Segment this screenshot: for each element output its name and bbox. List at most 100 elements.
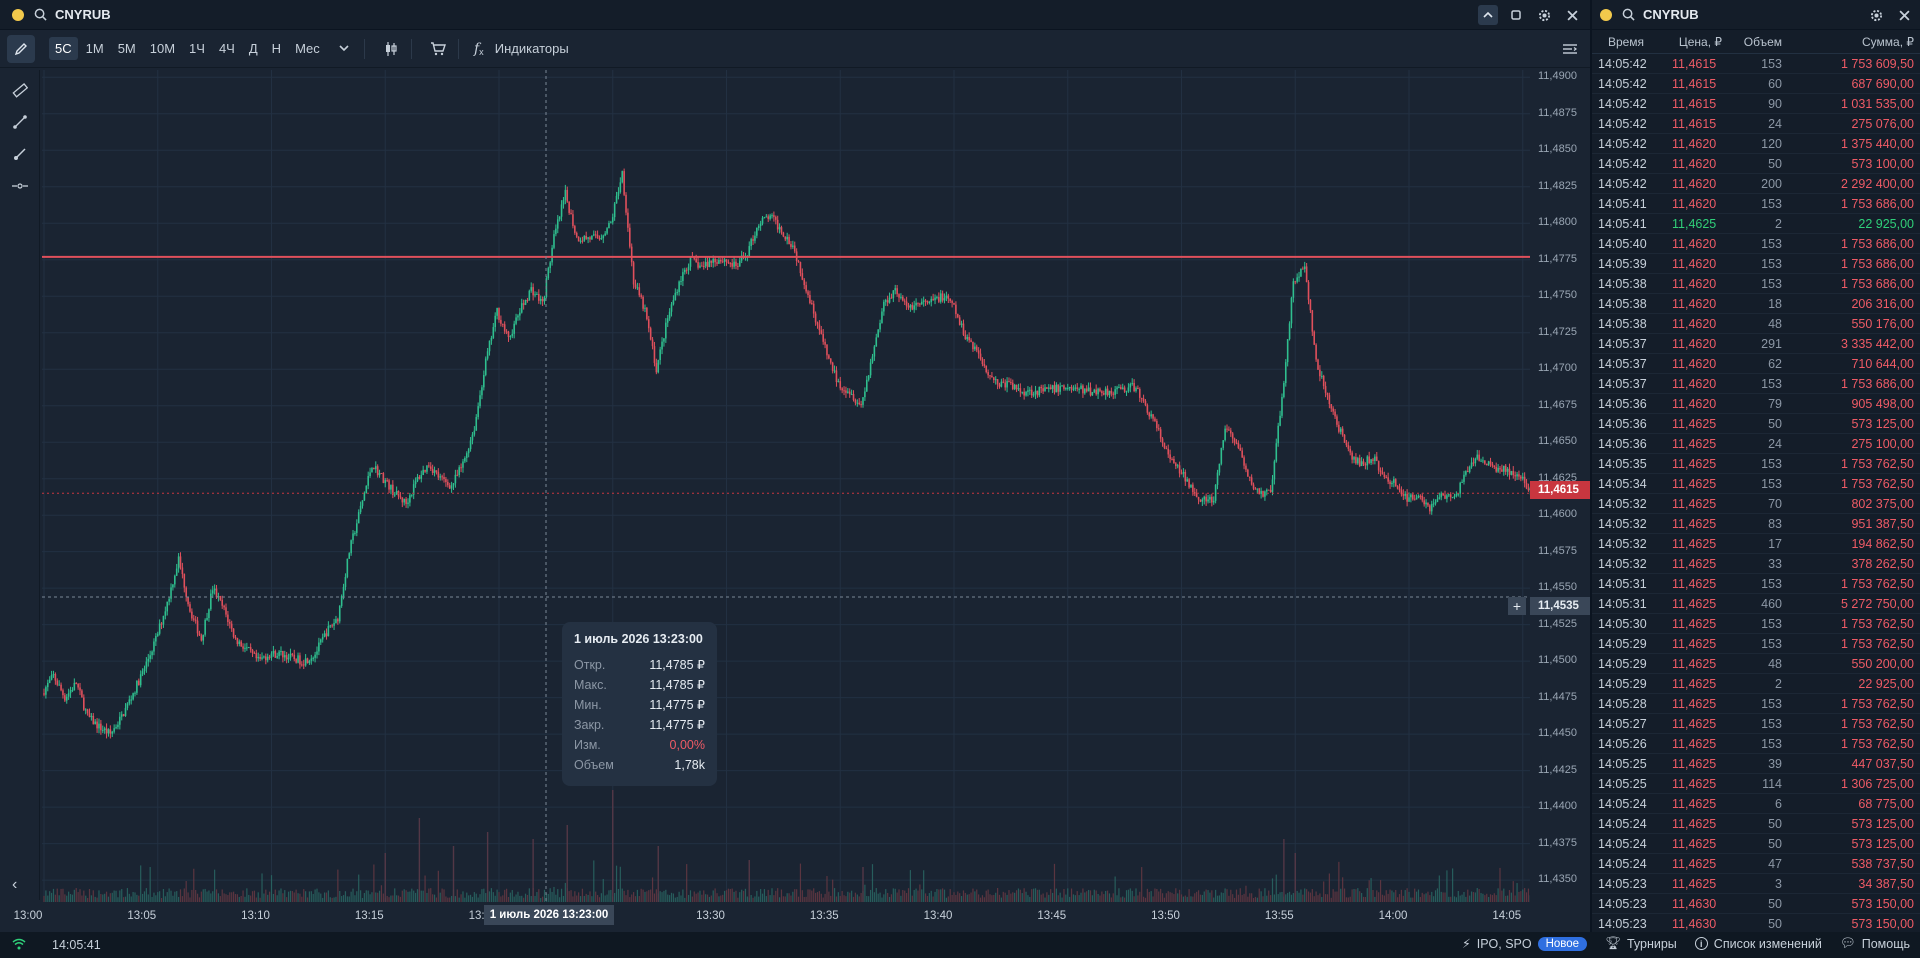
trade-row[interactable]: 14:05:37 11,4620 291 3 335 442,00 [1592,334,1920,354]
trade-row[interactable]: 14:05:37 11,4620 153 1 753 686,00 [1592,374,1920,394]
trade-row[interactable]: 14:05:24 11,4625 6 68 775,00 [1592,794,1920,814]
volume-bar [1506,895,1509,902]
trade-row[interactable]: 14:05:41 11,4620 153 1 753 686,00 [1592,194,1920,214]
trade-row[interactable]: 14:05:36 11,4625 50 573 125,00 [1592,414,1920,434]
trade-row[interactable]: 14:05:27 11,4625 153 1 753 762,50 [1592,714,1920,734]
trades-symbol-search[interactable]: CNYRUB [1622,7,1699,22]
trade-row[interactable]: 14:05:23 11,4630 50 573 150,00 [1592,894,1920,914]
price-chart[interactable] [42,70,1530,902]
price-tick: 11,4700 [1538,362,1577,375]
chevron-down-icon[interactable] [332,37,356,61]
pencil-icon[interactable] [7,34,35,63]
horizontal-line-icon[interactable] [0,170,40,202]
trade-row[interactable]: 14:05:42 11,4620 200 2 292 400,00 [1592,174,1920,194]
trade-row[interactable]: 14:05:37 11,4620 62 710 644,00 [1592,354,1920,374]
trade-row[interactable]: 14:05:36 11,4620 79 905 498,00 [1592,394,1920,414]
trade-row[interactable]: 14:05:25 11,4625 114 1 306 725,00 [1592,774,1920,794]
trade-row[interactable]: 14:05:40 11,4620 153 1 753 686,00 [1592,234,1920,254]
indicators-button[interactable]: Индикаторы [494,41,569,56]
candle-body [251,649,254,653]
gear-icon[interactable] [1534,5,1554,25]
tournaments-link[interactable]: 🏆︎ Турниры [1605,936,1677,951]
brush-icon[interactable] [0,138,40,170]
trade-row[interactable]: 14:05:34 11,4625 153 1 753 762,50 [1592,474,1920,494]
cart-icon[interactable] [426,37,450,61]
close-icon[interactable] [1562,5,1582,25]
header-sum[interactable]: Сумма, ₽ [1861,34,1914,49]
ipo-link[interactable]: ⚡ IPO, SPO Новое [1462,936,1588,951]
trade-row[interactable]: 14:05:42 11,4620 50 573 100,00 [1592,154,1920,174]
gear-icon[interactable] [1866,5,1886,25]
close-icon[interactable] [1894,5,1914,25]
timeframe-5[interactable]: 4Ч [218,41,235,56]
trade-row[interactable]: 14:05:28 11,4625 153 1 753 762,50 [1592,694,1920,714]
header-time[interactable]: Время [1607,34,1645,49]
trade-row[interactable]: 14:05:24 11,4625 47 538 737,50 [1592,854,1920,874]
trendline-icon[interactable] [0,106,40,138]
link-color-dot[interactable] [1600,8,1612,21]
help-link[interactable]: 💬︎ Помощь [1840,936,1910,951]
time-axis[interactable]: 13:0013:0513:1013:1513:2013:2513:3013:35… [0,902,1530,932]
volume-bar [716,893,718,902]
trade-row[interactable]: 14:05:29 11,4625 153 1 753 762,50 [1592,634,1920,654]
timeframe-6[interactable]: Д [248,41,258,56]
trade-row[interactable]: 14:05:26 11,4625 153 1 753 762,50 [1592,734,1920,754]
trade-row[interactable]: 14:05:41 11,4625 2 22 925,00 [1592,214,1920,234]
trade-row[interactable]: 14:05:35 11,4625 153 1 753 762,50 [1592,454,1920,474]
candles-icon[interactable] [379,37,403,61]
timeframe-2[interactable]: 5М [117,41,136,56]
link-color-dot[interactable] [12,8,24,21]
timeframe-8[interactable]: Мес [295,41,320,56]
chevron-left-icon[interactable]: ‹ [12,876,18,893]
header-price[interactable]: Цена, ₽ [1678,34,1722,49]
timeframe-3[interactable]: 10М [149,41,176,56]
changelog-link[interactable]: i Список изменений [1694,937,1822,951]
trade-row[interactable]: 14:05:38 11,4620 48 550 176,00 [1592,314,1920,334]
trade-row[interactable]: 14:05:24 11,4625 50 573 125,00 [1592,814,1920,834]
chevron-up-icon[interactable] [1478,5,1498,25]
volume-bar [1095,890,1097,902]
trade-row[interactable]: 14:05:29 11,4625 48 550 200,00 [1592,654,1920,674]
trade-row[interactable]: 14:05:25 11,4625 39 447 037,50 [1592,754,1920,774]
timeframe-0[interactable]: 5С [49,37,78,60]
trades-table-body[interactable]: 14:05:42 11,4615 153 1 753 609,50 14:05:42 11… [1592,54,1920,934]
trade-row[interactable]: 14:05:42 11,4615 90 1 031 535,00 [1592,94,1920,114]
chart-settings-icon[interactable] [1558,37,1582,61]
trade-row[interactable]: 14:05:31 11,4625 460 5 272 750,00 [1592,594,1920,614]
trade-row[interactable]: 14:05:32 11,4625 33 378 262,50 [1592,554,1920,574]
volume-bar [1232,894,1234,902]
candle-body [503,324,506,332]
header-volume[interactable]: Объем [1743,34,1782,49]
trade-row[interactable]: 14:05:32 11,4625 17 194 862,50 [1592,534,1920,554]
symbol-search[interactable]: CNYRUB [34,7,111,22]
trade-row[interactable]: 14:05:42 11,4615 153 1 753 609,50 [1592,54,1920,74]
square-icon[interactable] [1506,5,1526,25]
trade-row[interactable]: 14:05:32 11,4625 70 802 375,00 [1592,494,1920,514]
timeframe-7[interactable]: Н [271,41,282,56]
trade-row[interactable]: 14:05:32 11,4625 83 951 387,50 [1592,514,1920,534]
trade-row[interactable]: 14:05:30 11,4625 153 1 753 762,50 [1592,614,1920,634]
trade-row[interactable]: 14:05:31 11,4625 153 1 753 762,50 [1592,574,1920,594]
trade-row[interactable]: 14:05:38 11,4620 153 1 753 686,00 [1592,274,1920,294]
trade-row[interactable]: 14:05:42 11,4615 60 687 690,00 [1592,74,1920,94]
trade-row[interactable]: 14:05:23 11,4630 50 573 150,00 [1592,914,1920,934]
trade-row[interactable]: 14:05:23 11,4625 3 34 387,50 [1592,874,1920,894]
ruler-icon[interactable] [0,74,40,106]
trade-row[interactable]: 14:05:36 11,4625 24 275 100,00 [1592,434,1920,454]
trade-volume: 50 [1768,416,1782,431]
trade-row[interactable]: 14:05:38 11,4620 18 206 316,00 [1592,294,1920,314]
plus-icon[interactable]: + [1508,597,1526,615]
volume-bar [66,895,68,902]
timeframe-1[interactable]: 1М [85,41,104,56]
trade-row[interactable]: 14:05:42 11,4620 120 1 375 440,00 [1592,134,1920,154]
candle-body [865,379,868,392]
candle-body [321,637,324,640]
candle-body [1357,458,1359,464]
trade-row[interactable]: 14:05:39 11,4620 153 1 753 686,00 [1592,254,1920,274]
trade-row[interactable]: 14:05:29 11,4625 2 22 925,00 [1592,674,1920,694]
trade-row[interactable]: 14:05:24 11,4625 50 573 125,00 [1592,834,1920,854]
trade-row[interactable]: 14:05:42 11,4615 24 275 076,00 [1592,114,1920,134]
timeframe-4[interactable]: 1Ч [189,41,205,56]
price-axis[interactable]: 11,4900 11,4875 11,4850 11,4825 11,4800 11,47… [1530,70,1590,902]
